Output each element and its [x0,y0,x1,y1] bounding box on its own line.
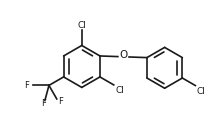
Text: Cl: Cl [77,21,86,30]
Text: F: F [41,99,45,108]
Text: Cl: Cl [196,87,205,96]
Text: F: F [24,81,29,90]
Text: O: O [119,50,127,60]
Text: Cl: Cl [116,86,124,95]
Text: F: F [58,97,62,106]
